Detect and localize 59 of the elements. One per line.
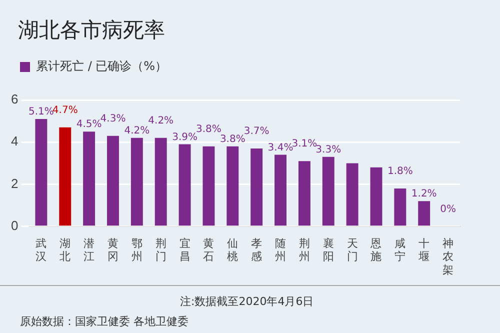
bar [322,156,334,226]
bar [226,146,239,226]
bar [394,188,406,226]
data-label: 4.2% [124,126,150,137]
bar [59,127,72,226]
x-tick-label: 天门 [346,238,358,264]
y-tick-label: 6 [10,92,18,107]
bar [346,163,358,226]
x-tick-label: 咸宁 [394,237,406,264]
data-label: 4.7% [52,104,78,116]
x-tick-label: 恩施 [370,238,382,264]
x-tick-label: 鄂州 [131,238,142,264]
bar [418,201,430,226]
x-tick-label: 黄石 [203,237,214,264]
x-tick-label: 潜江 [84,237,95,264]
x-tick-label: 神农架 [442,237,454,276]
x-tick-label: 孝感 [251,237,262,264]
y-tick-label: 2 [10,176,18,191]
bar [274,154,286,226]
data-label: 4.2% [148,116,174,127]
bar [130,138,143,226]
bar [202,146,215,226]
text: 注:数据截至2020年4月6日 [180,294,314,309]
bar [107,136,119,226]
x-tick-label: 宜昌 [179,237,190,264]
x-tick-label: 湖北 [60,238,71,264]
data-label: 3.3% [316,144,342,156]
x-tick-label: 武汉 [36,237,47,264]
y-tick-label: 4 [10,134,18,149]
x-tick-label: 荆门 [155,237,166,264]
bar [298,161,310,226]
bar [154,138,167,226]
bar [83,132,96,226]
data-label: 5.1% [28,106,54,118]
data-label: 3.1% [292,138,318,150]
data-label: 3.4% [268,142,294,154]
data-label: 3.8% [196,124,222,135]
data-label: 1.8% [387,166,413,178]
y-tick-label: 0 [10,218,18,233]
x-tick-label: 仙桃 [227,238,238,264]
data-label: 0% [440,204,456,215]
x-tick-label: 荆州 [298,237,310,264]
bar [370,167,382,226]
data-label: 4.3% [100,113,126,124]
bar [178,144,191,226]
data-label: 3.9% [172,132,198,143]
data-label: 1.2% [411,188,437,200]
x-tick-label: 黄冈 [107,237,118,264]
x-tick-label: 十堰 [418,237,430,264]
bar [250,148,263,226]
data-label: 4.5% [76,119,102,130]
text: 原始数据：国家卫健委 各地卫健委 [20,314,188,329]
data-label: 3.8% [220,134,246,145]
chart-title: 湖北各市病死率 [18,17,165,44]
x-tick-label: 襄阳 [322,237,334,264]
bar [35,118,48,226]
data-label: 3.7% [244,126,270,138]
x-tick-label: 随州 [275,238,286,264]
legend-label: 累计死亡 / 已确诊（%） [36,58,168,75]
